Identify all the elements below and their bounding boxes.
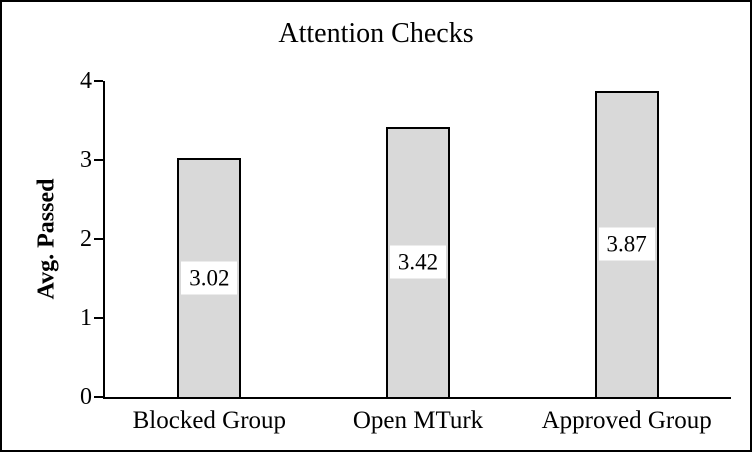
y-tick-mark bbox=[94, 396, 103, 398]
y-tick-label: 4 bbox=[80, 68, 92, 94]
y-tick-label: 1 bbox=[80, 305, 92, 331]
y-tick-mark bbox=[94, 80, 103, 82]
y-tick-mark bbox=[94, 159, 103, 161]
bar-value-label: 3.42 bbox=[390, 245, 446, 279]
y-tick-label: 2 bbox=[80, 226, 92, 252]
y-tick-mark bbox=[94, 317, 103, 319]
x-category-label: Open MTurk bbox=[352, 407, 484, 434]
y-axis-line bbox=[103, 81, 105, 399]
bar-value-label: 3.02 bbox=[181, 261, 238, 295]
chart-title: Attention Checks bbox=[278, 18, 474, 49]
y-axis-title: Avg. Passed bbox=[33, 178, 60, 300]
y-tick-label: 3 bbox=[80, 147, 92, 173]
y-tick-mark bbox=[94, 238, 103, 240]
x-category-label: Blocked Group bbox=[132, 407, 287, 434]
x-category-label: Approved Group bbox=[541, 407, 712, 434]
bar-value-label: 3.87 bbox=[598, 227, 655, 261]
y-tick-label: 0 bbox=[80, 384, 92, 410]
